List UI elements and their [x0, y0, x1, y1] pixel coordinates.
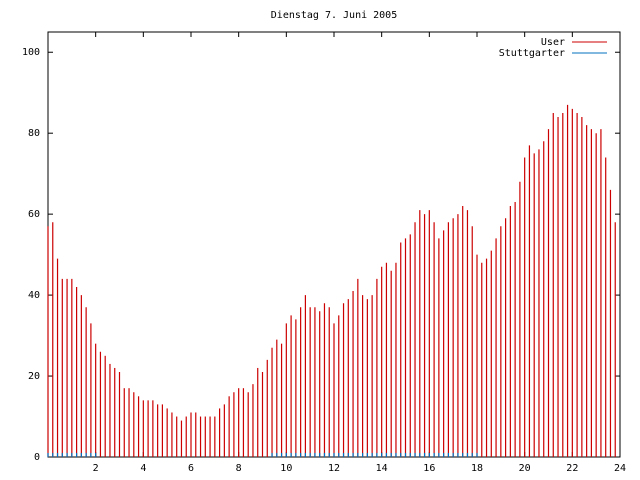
y-tick-label: 60 — [28, 209, 40, 220]
legend-label: User — [541, 37, 565, 48]
y-tick-label: 100 — [22, 47, 40, 58]
legend-label: Stuttgarter — [499, 48, 565, 59]
x-tick-label: 8 — [236, 463, 242, 474]
y-tick-label: 80 — [28, 128, 40, 139]
y-tick-label: 40 — [28, 290, 40, 301]
x-tick-label: 10 — [280, 463, 292, 474]
x-tick-label: 16 — [423, 463, 435, 474]
x-tick-label: 22 — [566, 463, 578, 474]
x-tick-label: 6 — [188, 463, 194, 474]
y-tick-label: 0 — [34, 452, 40, 463]
x-tick-label: 2 — [93, 463, 99, 474]
chart-title: Dienstag 7. Juni 2005 — [271, 10, 397, 21]
y-tick-label: 20 — [28, 371, 40, 382]
x-tick-label: 12 — [328, 463, 340, 474]
x-tick-label: 4 — [140, 463, 146, 474]
x-tick-label: 20 — [519, 463, 531, 474]
x-tick-label: 14 — [376, 463, 388, 474]
x-tick-label: 24 — [614, 463, 626, 474]
x-tick-label: 18 — [471, 463, 483, 474]
